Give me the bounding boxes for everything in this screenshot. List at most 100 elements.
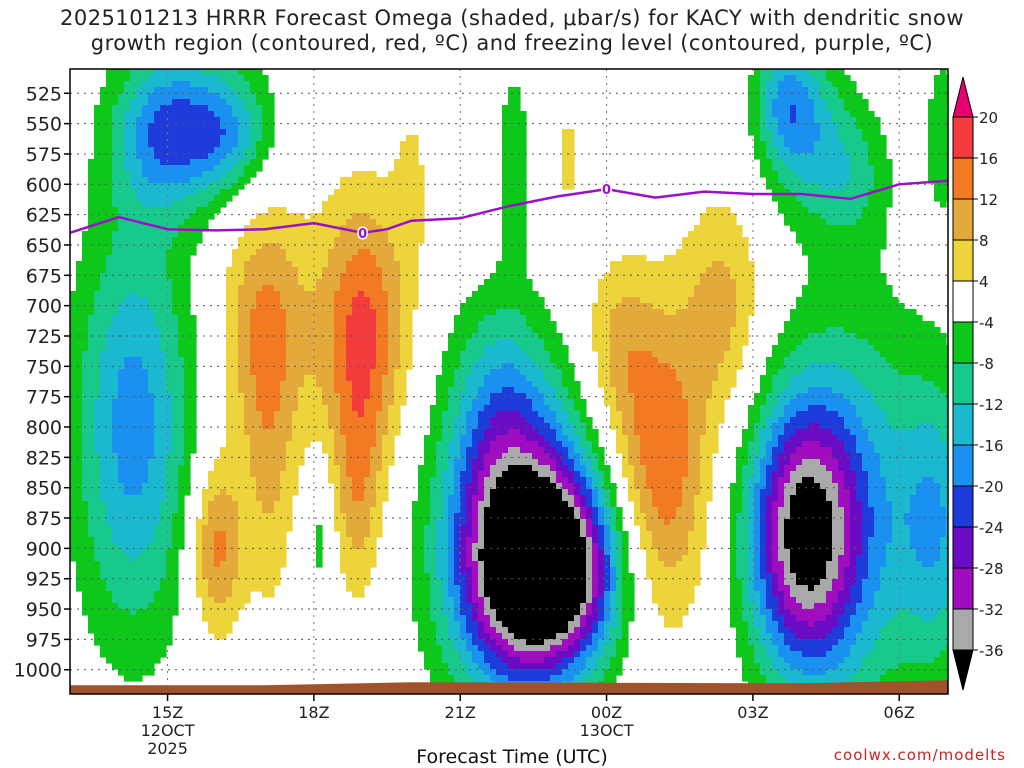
omega-cell <box>244 165 251 172</box>
omega-cell <box>454 567 461 574</box>
omega-cell <box>310 411 317 418</box>
omega-cell <box>232 369 239 376</box>
omega-cell <box>334 303 341 310</box>
omega-cell <box>178 75 185 82</box>
omega-cell <box>382 411 389 418</box>
omega-cell <box>448 399 455 406</box>
omega-cell <box>142 207 149 214</box>
omega-cell <box>148 291 155 298</box>
omega-cell <box>484 321 491 328</box>
omega-cell <box>214 189 221 196</box>
omega-cell <box>88 615 95 622</box>
omega-cell <box>94 297 101 304</box>
omega-cell <box>160 621 167 628</box>
omega-cell <box>148 339 155 346</box>
omega-cell <box>124 459 131 466</box>
omega-cell <box>118 669 125 676</box>
omega-cell <box>88 387 95 394</box>
omega-cell <box>442 597 449 604</box>
omega-cell <box>172 381 179 388</box>
omega-cell <box>88 423 95 430</box>
omega-cell <box>496 411 503 418</box>
omega-cell <box>82 585 89 592</box>
omega-cell <box>346 363 353 370</box>
omega-cell <box>94 627 101 634</box>
omega-cell <box>256 549 263 556</box>
omega-cell <box>160 549 167 556</box>
omega-cell <box>214 81 221 88</box>
omega-cell <box>364 483 371 490</box>
omega-cell <box>184 111 191 118</box>
omega-cell <box>286 261 293 268</box>
omega-cell <box>106 591 113 598</box>
omega-cell <box>262 429 269 436</box>
omega-cell <box>202 591 209 598</box>
omega-cell <box>226 171 233 178</box>
omega-cell <box>106 321 113 328</box>
omega-cell <box>274 435 281 442</box>
omega-cell <box>412 579 419 586</box>
omega-cell <box>226 501 233 508</box>
omega-cell <box>406 327 413 334</box>
omega-cell <box>88 621 95 628</box>
omega-cell <box>370 447 377 454</box>
omega-cell <box>358 327 365 334</box>
omega-cell <box>166 273 173 280</box>
omega-cell <box>502 243 509 250</box>
omega-cell <box>118 489 125 496</box>
omega-cell <box>118 453 125 460</box>
omega-cell <box>142 201 149 208</box>
omega-cell <box>256 303 263 310</box>
omega-cell <box>274 267 281 274</box>
omega-cell <box>412 189 419 196</box>
omega-cell <box>358 363 365 370</box>
omega-cell <box>244 549 251 556</box>
omega-cell <box>328 267 335 274</box>
omega-cell <box>118 291 125 298</box>
omega-cell <box>478 369 485 376</box>
omega-cell <box>94 225 101 232</box>
omega-cell <box>154 345 161 352</box>
omega-cell <box>262 237 269 244</box>
omega-cell <box>286 519 293 526</box>
omega-cell <box>238 339 245 346</box>
omega-cell <box>340 369 347 376</box>
omega-cell <box>364 339 371 346</box>
omega-cell <box>178 393 185 400</box>
omega-cell <box>232 87 239 94</box>
omega-cell <box>496 669 503 676</box>
omega-cell <box>508 261 515 268</box>
omega-cell <box>148 75 155 82</box>
omega-cell <box>124 501 131 508</box>
omega-cell <box>136 369 143 376</box>
omega-cell <box>310 435 317 442</box>
omega-cell <box>238 267 245 274</box>
omega-cell <box>232 435 239 442</box>
omega-cell <box>376 483 383 490</box>
omega-cell <box>340 177 347 184</box>
omega-cell <box>508 237 515 244</box>
omega-cell <box>364 285 371 292</box>
omega-cell <box>304 291 311 298</box>
omega-cell <box>118 405 125 412</box>
omega-cell <box>172 597 179 604</box>
omega-cell <box>202 585 209 592</box>
omega-cell <box>154 567 161 574</box>
omega-cell <box>172 81 179 88</box>
omega-cell <box>244 519 251 526</box>
omega-cell <box>484 645 491 652</box>
omega-cell <box>94 291 101 298</box>
omega-cell <box>358 297 365 304</box>
omega-cell <box>406 279 413 286</box>
omega-cell <box>364 363 371 370</box>
omega-cell <box>250 555 257 562</box>
omega-cell <box>148 483 155 490</box>
omega-cell <box>184 153 191 160</box>
omega-cell <box>310 369 317 376</box>
omega-cell <box>508 273 515 280</box>
omega-cell <box>352 435 359 442</box>
omega-cell <box>274 327 281 334</box>
omega-cell <box>502 627 509 634</box>
omega-cell <box>502 429 509 436</box>
omega-cell <box>376 369 383 376</box>
